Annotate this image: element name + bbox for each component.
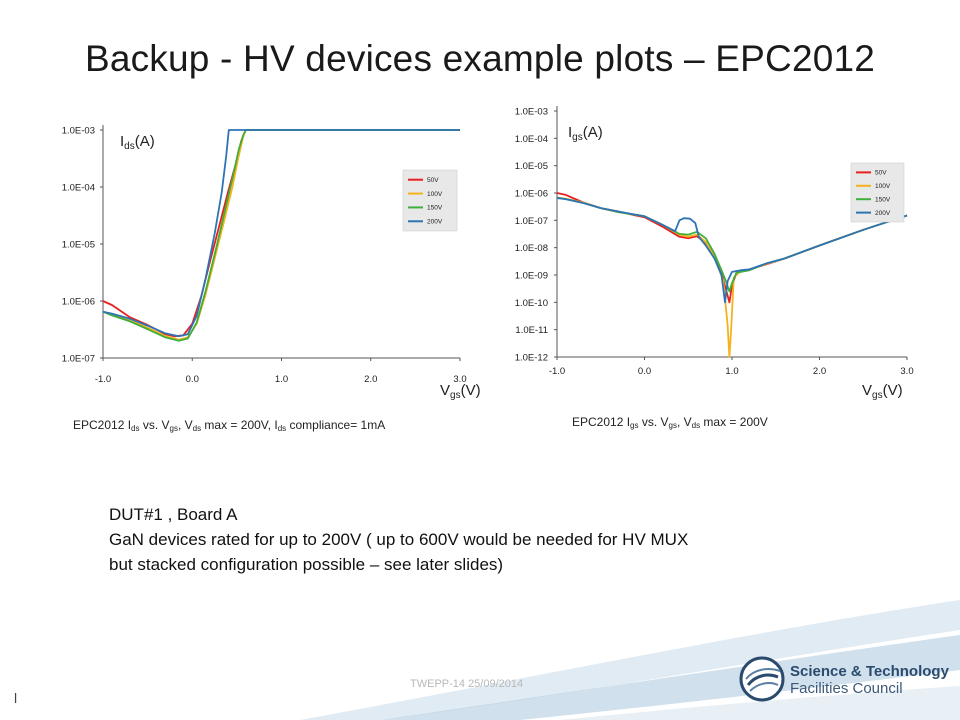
- y-tick-label: 1.0E-12: [515, 353, 548, 364]
- logo-line-2: Facilities Council: [790, 680, 903, 697]
- chart2-caption: EPC2012 Igs vs. Vgs, Vds max = 200V: [572, 415, 768, 430]
- y-tick-label: 1.0E-06: [515, 189, 548, 200]
- y-tick-label: 1.0E-05: [62, 240, 95, 251]
- y-tick-label: 1.0E-04: [515, 134, 548, 145]
- body-line-gan: GaN devices rated for up to 200V ( up to…: [109, 530, 689, 549]
- body-line-stacked: but stacked configuration possible – see…: [109, 555, 504, 574]
- footer-left-text: l: [14, 690, 18, 706]
- legend-label: 150V: [427, 205, 443, 212]
- y-tick-label: 1.0E-06: [62, 297, 95, 308]
- legend-label: 200V: [875, 210, 891, 217]
- slide-title: Backup - HV devices example plots – EPC2…: [84, 38, 876, 79]
- y-tick-label: 1.0E-05: [515, 161, 548, 172]
- chart-ids-vs-vgs: 1.0E-03 1.0E-04 1.0E-05 1.0E-06 1.0E-07-1.0 0…: [62, 125, 467, 385]
- series-line-200V: [102, 129, 460, 338]
- chart2-ylabel: Igs(A): [568, 124, 603, 143]
- y-tick-label: 1.0E-03: [62, 126, 95, 137]
- x-tick-label: 0.0: [186, 374, 199, 385]
- y-tick-label: 1.0E-11: [515, 325, 548, 336]
- y-tick-label: 1.0E-07: [62, 354, 95, 365]
- x-tick-label: 0.0: [638, 366, 651, 377]
- series-line-50V: [102, 129, 460, 338]
- x-tick-label: -1.0: [95, 374, 111, 385]
- y-tick-label: 1.0E-07: [515, 216, 548, 227]
- series-line-150V: [102, 129, 460, 342]
- legend-label: 150V: [875, 196, 891, 203]
- x-tick-label: 1.0: [275, 374, 288, 385]
- stfc-logo-text: Science & Technology Facilities Council: [790, 663, 949, 697]
- legend-label: 200V: [427, 218, 443, 225]
- y-tick-label: 1.0E-03: [515, 107, 548, 118]
- decorative-swoosh: [300, 600, 960, 720]
- chart2-xlabel: Vgs(V): [862, 382, 903, 401]
- x-tick-label: -1.0: [549, 366, 565, 377]
- legend-label: 50V: [875, 170, 887, 177]
- body-text: DUT#1 , Board A GaN devices rated for up…: [109, 502, 688, 577]
- series-line-100V: [102, 129, 460, 341]
- y-tick-label: 1.0E-10: [515, 298, 548, 309]
- chart1-caption: EPC2012 Ids vs. Vgs, Vds max = 200V, Ids…: [73, 418, 386, 433]
- legend-label: 100V: [427, 191, 443, 198]
- y-tick-label: 1.0E-08: [515, 243, 548, 254]
- x-tick-label: 1.0: [725, 366, 738, 377]
- footer-text: TWEPP-14 25/09/2014: [410, 678, 524, 690]
- body-line-dut: DUT#1 , Board A: [109, 505, 238, 524]
- series-line-200V: [556, 197, 908, 304]
- x-tick-label: 2.0: [364, 374, 377, 385]
- x-tick-label: 3.0: [900, 366, 913, 377]
- legend-label: 100V: [875, 183, 891, 190]
- x-tick-label: 2.0: [813, 366, 826, 377]
- chart-igs-vs-vgs: 1.0E-03 1.0E-04 1.0E-05 1.0E-06 1.0E-07 1.0E-…: [515, 106, 914, 377]
- logo-line-1: Science & Technology: [790, 663, 949, 680]
- chart1-xlabel: Vgs(V): [440, 382, 481, 401]
- stfc-logo-icon: [739, 656, 785, 702]
- y-tick-label: 1.0E-09: [515, 271, 548, 282]
- legend-label: 50V: [427, 177, 439, 184]
- x-tick-label: 3.0: [453, 374, 466, 385]
- chart1-ylabel: Ids(A): [120, 133, 155, 152]
- y-tick-label: 1.0E-04: [62, 183, 95, 194]
